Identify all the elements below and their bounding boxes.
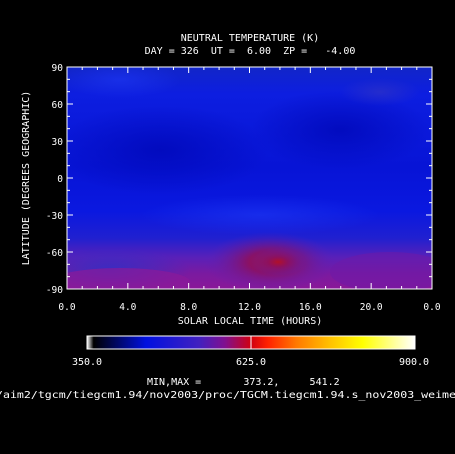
colorbar: 350.0 625.0 900.0: [72, 335, 429, 368]
field-region: [140, 195, 380, 235]
field-region: [340, 78, 420, 106]
colorbar-mid-label: 625.0: [236, 357, 266, 368]
x-tick-label: 16.0: [299, 302, 322, 313]
chart-subtitle: DAY = 326 UT = 6.00 ZP = -4.00: [145, 46, 356, 57]
x-tick-label: 0.0: [58, 302, 75, 313]
minmax-text: MIN,MAX = 373.2, 541.2: [147, 377, 340, 388]
field-region: [330, 252, 432, 289]
y-tick-label: 90: [52, 63, 64, 74]
field-region: [67, 105, 270, 195]
colorbar-max-label: 900.0: [399, 357, 429, 368]
y-axis-label: LATITUDE (DEGREES GEOGRAPHIC): [21, 91, 32, 266]
x-axis-label: SOLAR LOCAL TIME (HOURS): [178, 316, 323, 327]
chart-title: NEUTRAL TEMPERATURE (K): [181, 33, 319, 44]
x-tick-label: 8.0: [180, 302, 197, 313]
y-tick-label: 60: [52, 100, 64, 111]
y-tick-label: -90: [46, 285, 63, 296]
y-tick-label: -30: [46, 211, 63, 222]
x-tick-label: 0.0: [423, 302, 440, 313]
colorbar-min-label: 350.0: [72, 357, 102, 368]
x-tick-label: 4.0: [119, 302, 136, 313]
x-tick-label: 12.0: [238, 302, 261, 313]
heatmap-field: [67, 67, 432, 289]
field-region: [250, 90, 430, 170]
y-tick-label: 0: [57, 174, 63, 185]
y-tick-label: -60: [46, 248, 63, 259]
field-region: [67, 67, 180, 98]
y-tick-label: 30: [52, 137, 64, 148]
x-tick-label: 20.0: [360, 302, 383, 313]
axis-ticks: 0.0 4.0 8.0 12.0 16.0 20.0 0.0 90 60 30 0 -30 -60 -90: [46, 63, 441, 313]
field-region: [250, 248, 306, 276]
source-path: /aim2/tgcm/tiegcm1.94/nov2003/proc/TGCM.…: [0, 390, 455, 401]
field-region: [67, 268, 190, 289]
